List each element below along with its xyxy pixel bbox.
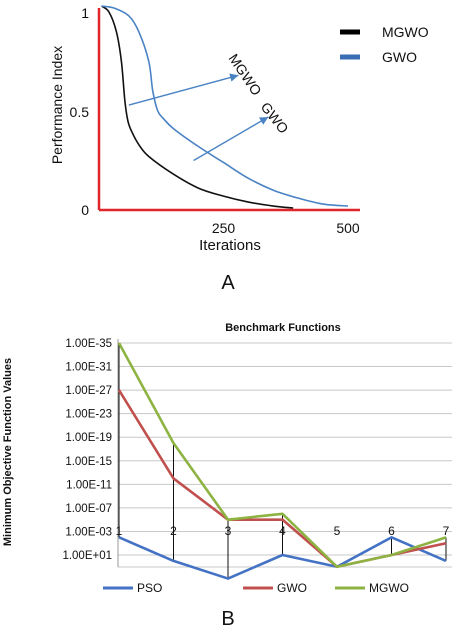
b-y-tick-label: 1.00E-23	[65, 409, 112, 421]
b-category-label: 6	[388, 524, 395, 538]
a-legend-label-mgwo: MGWO	[382, 24, 429, 40]
b-series-line-mgwo	[117, 342, 447, 569]
a-y-tick-label: 0	[81, 202, 89, 218]
b-y-axis-label: Minimum Objective Function Values	[2, 358, 14, 546]
b-y-tick-label: 1.00E-19	[65, 432, 112, 444]
a-series-line-mgwo	[100, 5, 294, 209]
a-series-line-gwo	[101, 5, 349, 207]
b-category-label: 4	[279, 524, 286, 538]
b-legend-label-pso: PSO	[137, 581, 162, 595]
b-series-line-pso	[118, 536, 447, 580]
b-y-tick-label: 1.00E-03	[65, 526, 112, 538]
b-chart-title: Benchmark Functions	[225, 322, 341, 334]
b-category-label: 1	[116, 524, 123, 538]
a-annotation-label-gwo: GWO	[258, 99, 292, 137]
b-y-tick-label: 1.00E+01	[62, 550, 112, 562]
b-category-label: 7	[443, 524, 450, 538]
a-annotation-label-mgwo: MGWO	[226, 51, 265, 99]
b-y-tick-label: 1.00E-27	[65, 385, 112, 397]
a-annotation-arrow-gwo	[193, 116, 269, 162]
a-y-tick-label: 1	[81, 5, 89, 21]
panel-a: 250 500 0 0.5 1 Iterations Performance Index…	[49, 5, 429, 294]
a-x-tick-label: 250	[212, 220, 236, 236]
b-category-label: 2	[170, 524, 177, 538]
a-x-axis-label: Iterations	[199, 237, 261, 254]
panel-label-a: A	[221, 272, 235, 294]
b-y-tick-label: 1.00E-15	[65, 456, 112, 468]
b-y-tick-label: 1.00E-35	[65, 338, 112, 350]
b-y-tick-label: 1.00E-11	[66, 479, 112, 491]
b-legend-label-mgwo: MGWO	[369, 581, 409, 595]
panel-label-b: B	[221, 608, 234, 630]
b-category-label: 5	[334, 524, 341, 538]
a-y-tick-label: 0.5	[70, 104, 90, 120]
a-legend-label-gwo: GWO	[382, 49, 417, 65]
b-y-tick-label: 1.00E-07	[65, 503, 112, 515]
a-y-axis-label: Performance Index	[49, 46, 65, 164]
panel-b: Benchmark Functions Minimum Objective Fu…	[2, 322, 452, 630]
b-y-tick-label: 1.00E-31	[65, 362, 112, 374]
b-category-label: 3	[225, 524, 232, 538]
b-legend-label-gwo: GWO	[277, 581, 307, 595]
a-annotation-arrow-mgwo	[128, 73, 239, 106]
a-x-tick-label: 500	[336, 220, 360, 236]
